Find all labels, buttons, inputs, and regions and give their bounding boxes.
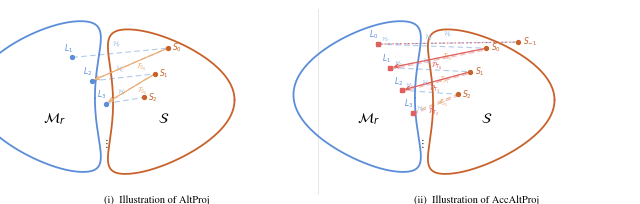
Text: $\mathcal{H}_r$: $\mathcal{H}_r$ (443, 30, 453, 40)
Text: $\mathcal{H}_c$: $\mathcal{H}_c$ (115, 64, 125, 74)
Text: $\vdots$: $\vdots$ (100, 136, 108, 149)
Text: $\mathcal{T}_{S_0}$: $\mathcal{T}_{S_0}$ (442, 51, 452, 63)
Text: $S_1$: $S_1$ (159, 67, 169, 80)
Text: $\mathcal{T}_{S_0}$: $\mathcal{T}_{S_0}$ (137, 85, 147, 97)
Text: $\mathcal{H}_r$: $\mathcal{H}_r$ (422, 79, 431, 89)
Text: $\mathcal{H}_r$: $\mathcal{H}_r$ (422, 56, 432, 66)
Text: $\mathcal{H}_r$: $\mathcal{H}_r$ (424, 33, 434, 43)
Text: $\mathcal{P}_{T_2}$: $\mathcal{P}_{T_2}$ (428, 106, 440, 117)
Text: $\mathcal{S}$: $\mathcal{S}$ (481, 111, 492, 125)
Text: $\mathcal{P}_{T_0}$: $\mathcal{P}_{T_0}$ (431, 61, 443, 72)
Text: $S_1$: $S_1$ (475, 65, 484, 78)
Text: $L_3$: $L_3$ (404, 97, 413, 110)
Text: $\mathcal{S}$: $\mathcal{S}$ (157, 111, 169, 125)
Text: $\mathcal{T}_{S_0}$: $\mathcal{T}_{S_0}$ (136, 61, 147, 73)
Text: $L_1$: $L_1$ (382, 52, 391, 65)
Text: $S_2$: $S_2$ (462, 88, 472, 100)
Text: $\mathcal{M}_r$: $\mathcal{M}_r$ (356, 111, 380, 126)
Text: $\mathcal{T}_{S_2}$: $\mathcal{T}_{S_2}$ (438, 96, 449, 108)
Text: $\mathcal{M}_r$: $\mathcal{M}_r$ (43, 111, 66, 126)
Text: $\mathcal{H}_r$: $\mathcal{H}_r$ (405, 81, 414, 90)
Text: $\mathcal{T}_{S_1}$: $\mathcal{T}_{S_1}$ (440, 74, 450, 85)
Text: $\mathcal{H}_r$: $\mathcal{H}_r$ (381, 35, 390, 44)
Text: (i)  Illustration of AltProj: (i) Illustration of AltProj (104, 194, 210, 204)
Text: $L_1$: $L_1$ (64, 42, 73, 54)
Text: $L_2$: $L_2$ (394, 75, 403, 87)
Text: $\mathcal{H}_r$: $\mathcal{H}_r$ (416, 103, 425, 112)
Text: $\vdots$: $\vdots$ (417, 136, 425, 149)
Text: $L_2$: $L_2$ (83, 65, 92, 78)
Text: $S_2$: $S_2$ (148, 91, 158, 103)
Text: $\mathcal{P}_{T_1}$: $\mathcal{P}_{T_1}$ (429, 84, 441, 95)
Text: $S_0$: $S_0$ (172, 42, 182, 54)
Text: $S_0$: $S_0$ (491, 42, 501, 54)
Text: $L_3$: $L_3$ (97, 88, 106, 100)
Text: $L_0$: $L_0$ (369, 29, 378, 41)
Text: $S_{-1}$: $S_{-1}$ (523, 36, 537, 48)
Text: $\mathcal{H}_r$: $\mathcal{H}_r$ (116, 87, 127, 97)
Text: $\mathcal{H}_r$: $\mathcal{H}_r$ (112, 40, 122, 50)
Text: (ii)  Illustration of AccAltProj: (ii) Illustration of AccAltProj (414, 194, 540, 204)
Text: $\mathcal{H}_r$: $\mathcal{H}_r$ (394, 59, 403, 67)
